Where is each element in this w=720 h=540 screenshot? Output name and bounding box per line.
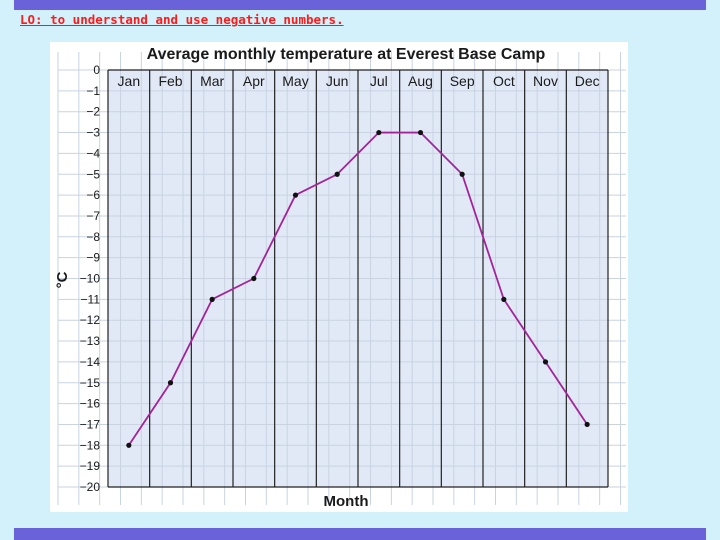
month-label: Sep [450, 73, 475, 89]
y-tick-label: −5 [86, 167, 100, 181]
y-tick-label: −7 [86, 209, 100, 223]
y-tick-label: −3 [86, 126, 100, 140]
data-point [292, 192, 299, 198]
month-label: Oct [493, 73, 515, 89]
data-point [584, 421, 590, 428]
month-label: Aug [408, 73, 433, 89]
y-tick-label: −10 [80, 272, 101, 286]
y-tick-label: −13 [80, 334, 101, 348]
y-tick-label: −15 [80, 376, 101, 390]
minor-grid [57, 52, 626, 505]
y-tick-label: −20 [80, 480, 101, 494]
month-label: Dec [575, 73, 600, 89]
data-point [459, 171, 465, 177]
month-label: May [282, 73, 308, 89]
y-tick-label: −8 [86, 230, 100, 244]
data-point [126, 442, 132, 448]
learning-objective: LO: to understand and use negative numbe… [20, 12, 344, 27]
data-point [417, 129, 424, 136]
y-tick-label: −9 [86, 251, 100, 265]
y-tick-label: −11 [81, 292, 101, 306]
data-point [542, 359, 549, 365]
month-label: Apr [243, 73, 265, 89]
data-point [167, 380, 174, 386]
y-tick-label: −1 [86, 84, 100, 98]
y-tick-label: −14 [80, 355, 101, 369]
y-tick-label: −12 [80, 313, 101, 327]
data-point [334, 171, 340, 177]
y-axis-title: °C [54, 271, 71, 288]
top-banner-stripe [14, 0, 706, 10]
month-label: Jul [370, 73, 388, 89]
major-grid [107, 69, 609, 488]
y-axis-ticks: 0 −1 −2 −3 −4 −5 −6 −7 −8 −9 −10 −11 −12 −13 −14 −15 −16… [80, 63, 101, 494]
month-label: Feb [158, 73, 182, 89]
data-point [376, 129, 382, 136]
month-label: Nov [533, 73, 558, 89]
x-axis-title: Month [324, 493, 369, 510]
y-tick-label: −2 [86, 105, 100, 119]
series-line [128, 131, 588, 446]
data-points [126, 129, 590, 448]
y-tick-label: −17 [80, 417, 101, 431]
top-banner [0, 0, 720, 10]
y-tick-label: −18 [80, 438, 101, 452]
data-point [501, 296, 507, 302]
y-tick-label: −6 [86, 188, 100, 202]
month-label: Jan [118, 73, 141, 89]
y-tick-label: −4 [86, 146, 100, 160]
y-tick-label: −16 [80, 397, 101, 411]
month-label: Jun [326, 73, 349, 89]
data-point [209, 296, 215, 302]
y-tick-label: 0 [93, 63, 100, 77]
y-tick-label: −19 [80, 459, 101, 473]
x-axis-labels: Jan Feb Mar Apr May Jun Jul Aug Sep Oct Nov Dec [118, 73, 600, 89]
bottom-banner [14, 528, 706, 540]
data-point [251, 275, 257, 282]
month-label: Mar [200, 73, 224, 89]
chart-title: Average monthly temperature at Everest B… [147, 46, 546, 63]
